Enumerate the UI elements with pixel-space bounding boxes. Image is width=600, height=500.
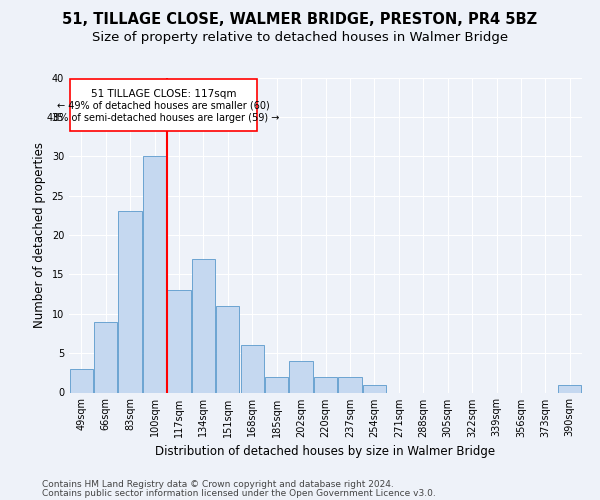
X-axis label: Distribution of detached houses by size in Walmer Bridge: Distribution of detached houses by size … bbox=[155, 445, 496, 458]
Bar bbox=[192, 258, 215, 392]
Text: Contains public sector information licensed under the Open Government Licence v3: Contains public sector information licen… bbox=[42, 489, 436, 498]
Bar bbox=[558, 384, 581, 392]
Y-axis label: Number of detached properties: Number of detached properties bbox=[33, 142, 46, 328]
Bar bbox=[314, 377, 337, 392]
Text: Contains HM Land Registry data © Crown copyright and database right 2024.: Contains HM Land Registry data © Crown c… bbox=[42, 480, 394, 489]
Bar bbox=[216, 306, 239, 392]
Text: Size of property relative to detached houses in Walmer Bridge: Size of property relative to detached ho… bbox=[92, 31, 508, 44]
Bar bbox=[241, 345, 264, 393]
Bar bbox=[94, 322, 117, 392]
Text: 48% of semi-detached houses are larger (59) →: 48% of semi-detached houses are larger (… bbox=[47, 113, 280, 123]
Text: 51, TILLAGE CLOSE, WALMER BRIDGE, PRESTON, PR4 5BZ: 51, TILLAGE CLOSE, WALMER BRIDGE, PRESTO… bbox=[62, 12, 538, 28]
Bar bbox=[143, 156, 166, 392]
Bar bbox=[70, 369, 93, 392]
Text: ← 49% of detached houses are smaller (60): ← 49% of detached houses are smaller (60… bbox=[57, 100, 270, 110]
Text: 51 TILLAGE CLOSE: 117sqm: 51 TILLAGE CLOSE: 117sqm bbox=[91, 88, 236, 99]
Bar bbox=[338, 377, 362, 392]
Bar bbox=[118, 212, 142, 392]
FancyBboxPatch shape bbox=[70, 79, 257, 131]
Bar bbox=[363, 384, 386, 392]
Bar bbox=[265, 377, 288, 392]
Bar bbox=[167, 290, 191, 392]
Bar bbox=[289, 361, 313, 392]
